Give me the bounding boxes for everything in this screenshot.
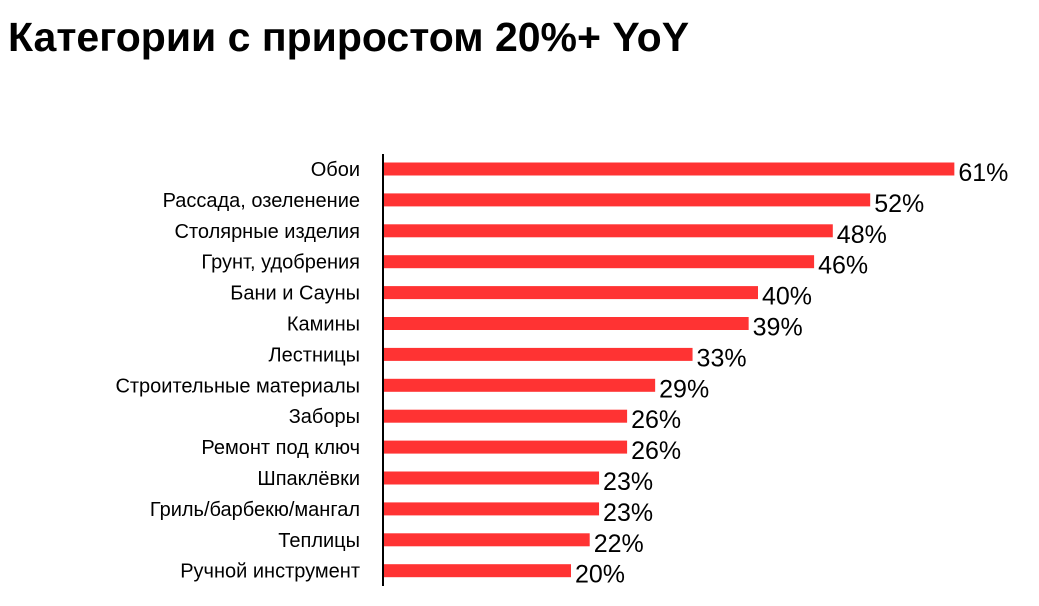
category-label: Лестницы xyxy=(269,344,360,366)
data-label: 22% xyxy=(594,530,644,558)
data-label: 46% xyxy=(818,252,868,280)
category-label: Шпаклёвки xyxy=(257,468,360,490)
bar xyxy=(384,255,815,269)
bar xyxy=(384,533,590,547)
bar xyxy=(384,440,628,454)
data-label: 61% xyxy=(958,159,1008,187)
category-label: Обои xyxy=(311,159,360,181)
bar xyxy=(384,502,600,516)
category-label: Бани и Сауны xyxy=(230,283,360,305)
data-label: 23% xyxy=(603,499,653,527)
category-label: Грунт, удобрения xyxy=(201,252,360,274)
data-label: 48% xyxy=(837,221,887,249)
bar xyxy=(384,347,693,361)
category-label: Гриль/барбекю/мангал xyxy=(150,499,360,521)
bar xyxy=(384,193,871,207)
category-label: Заборы xyxy=(289,406,360,428)
bar xyxy=(384,286,758,300)
data-label: 33% xyxy=(697,344,747,372)
category-label: Ремонт под ключ xyxy=(201,437,360,459)
data-label: 20% xyxy=(575,561,625,589)
data-label: 26% xyxy=(631,406,681,434)
chart-title: Категории с приростом 20%+ YoY xyxy=(8,14,690,60)
data-label: 52% xyxy=(874,190,924,218)
category-label: Теплицы xyxy=(278,530,360,552)
bar xyxy=(384,224,833,238)
category-label: Столярные изделия xyxy=(175,221,361,243)
data-label: 23% xyxy=(603,468,653,496)
data-label: 40% xyxy=(762,283,812,311)
category-label: Ручной инструмент xyxy=(180,561,360,583)
category-label: Камины xyxy=(287,314,360,336)
bar xyxy=(384,471,600,485)
bar xyxy=(384,564,571,578)
data-label: 39% xyxy=(753,314,803,342)
bar xyxy=(384,162,955,176)
bar xyxy=(384,409,628,423)
category-label: Рассада, озеленение xyxy=(163,190,360,212)
data-label: 26% xyxy=(631,437,681,465)
bar xyxy=(384,378,656,392)
data-label: 29% xyxy=(659,375,709,403)
category-label: Строительные материалы xyxy=(115,375,360,397)
bar xyxy=(384,317,749,330)
